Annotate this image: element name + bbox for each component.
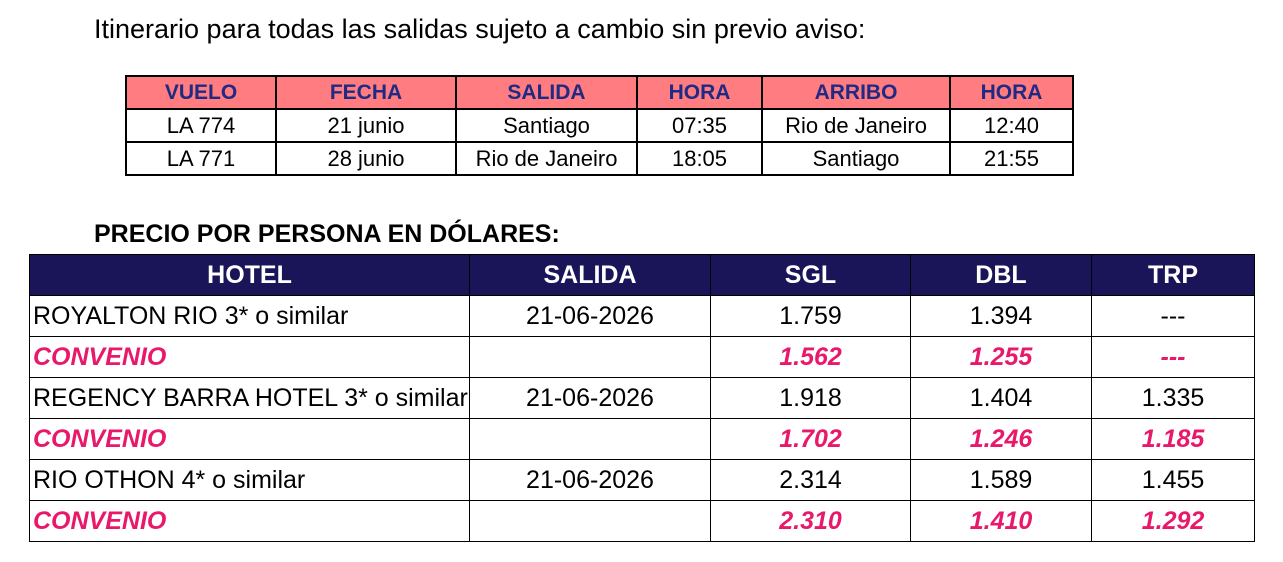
hotel-name: REGENCY BARRA HOTEL 3* o similar — [29, 377, 470, 419]
itinerary-title: Itinerario para todas las salidas sujeto… — [94, 14, 866, 44]
price-sgl: 1.918 — [710, 377, 911, 419]
flight-table-header-row: VUELO FECHA SALIDA HORA ARRIBO HORA — [125, 75, 1074, 110]
price-section-title: PRECIO POR PERSONA EN DÓLARES: — [94, 220, 560, 248]
price-table: HOTEL SALIDA SGL DBL TRP ROYALTON RIO 3*… — [29, 254, 1255, 542]
price-trp: 1.455 — [1091, 459, 1255, 501]
flight-cell: Rio de Janeiro — [761, 108, 951, 143]
price-trp: --- — [1091, 336, 1255, 378]
flight-header-fecha: FECHA — [275, 75, 457, 110]
hotel-price-row: REGENCY BARRA HOTEL 3* o similar 21-06-2… — [29, 377, 1255, 419]
flight-cell: LA 774 — [125, 108, 277, 143]
price-dbl: 1.589 — [910, 459, 1092, 501]
price-sgl: 1.562 — [710, 336, 911, 378]
flight-header-salida: SALIDA — [455, 75, 638, 110]
price-table-header-row: HOTEL SALIDA SGL DBL TRP — [29, 254, 1255, 296]
price-trp: --- — [1091, 295, 1255, 337]
departure-date — [469, 500, 711, 542]
price-trp: 1.185 — [1091, 418, 1255, 460]
price-sgl: 2.314 — [710, 459, 911, 501]
price-dbl: 1.404 — [910, 377, 1092, 419]
flight-header-hora-salida: HORA — [636, 75, 763, 110]
price-dbl: 1.246 — [910, 418, 1092, 460]
price-header-trp: TRP — [1091, 254, 1255, 296]
price-sgl: 1.759 — [710, 295, 911, 337]
price-header-salida: SALIDA — [469, 254, 711, 296]
flight-header-vuelo: VUELO — [125, 75, 277, 110]
departure-date — [469, 336, 711, 378]
convenio-price-row: CONVENIO 1.702 1.246 1.185 — [29, 418, 1255, 460]
flight-cell: 12:40 — [949, 108, 1074, 143]
departure-date: 21-06-2026 — [469, 459, 711, 501]
flight-itinerary-table: VUELO FECHA SALIDA HORA ARRIBO HORA LA 7… — [125, 75, 1074, 176]
price-trp: 1.292 — [1091, 500, 1255, 542]
flight-row: LA 771 28 junio Rio de Janeiro 18:05 San… — [125, 141, 1074, 176]
hotel-name: ROYALTON RIO 3* o similar — [29, 295, 470, 337]
flight-cell: 21:55 — [949, 141, 1074, 176]
convenio-label: CONVENIO — [29, 500, 470, 542]
hotel-price-row: RIO OTHON 4* o similar 21-06-2026 2.314 … — [29, 459, 1255, 501]
price-header-sgl: SGL — [710, 254, 911, 296]
flight-cell: Santiago — [455, 108, 638, 143]
price-sgl: 1.702 — [710, 418, 911, 460]
hotel-name: RIO OTHON 4* o similar — [29, 459, 470, 501]
hotel-price-row: ROYALTON RIO 3* o similar 21-06-2026 1.7… — [29, 295, 1255, 337]
flight-cell: Santiago — [761, 141, 951, 176]
price-trp: 1.335 — [1091, 377, 1255, 419]
price-dbl: 1.410 — [910, 500, 1092, 542]
flight-cell: LA 771 — [125, 141, 277, 176]
flight-header-hora-arribo: HORA — [949, 75, 1074, 110]
convenio-label: CONVENIO — [29, 418, 470, 460]
flight-cell: 28 junio — [275, 141, 457, 176]
flight-cell: 07:35 — [636, 108, 763, 143]
departure-date: 21-06-2026 — [469, 295, 711, 337]
convenio-price-row: CONVENIO 2.310 1.410 1.292 — [29, 500, 1255, 542]
price-header-hotel: HOTEL — [29, 254, 470, 296]
flight-cell: 21 junio — [275, 108, 457, 143]
price-header-dbl: DBL — [910, 254, 1092, 296]
convenio-price-row: CONVENIO 1.562 1.255 --- — [29, 336, 1255, 378]
price-sgl: 2.310 — [710, 500, 911, 542]
departure-date: 21-06-2026 — [469, 377, 711, 419]
price-dbl: 1.394 — [910, 295, 1092, 337]
flight-header-arribo: ARRIBO — [761, 75, 951, 110]
convenio-label: CONVENIO — [29, 336, 470, 378]
flight-row: LA 774 21 junio Santiago 07:35 Rio de Ja… — [125, 108, 1074, 143]
flight-cell: 18:05 — [636, 141, 763, 176]
departure-date — [469, 418, 711, 460]
flight-cell: Rio de Janeiro — [455, 141, 638, 176]
price-dbl: 1.255 — [910, 336, 1092, 378]
